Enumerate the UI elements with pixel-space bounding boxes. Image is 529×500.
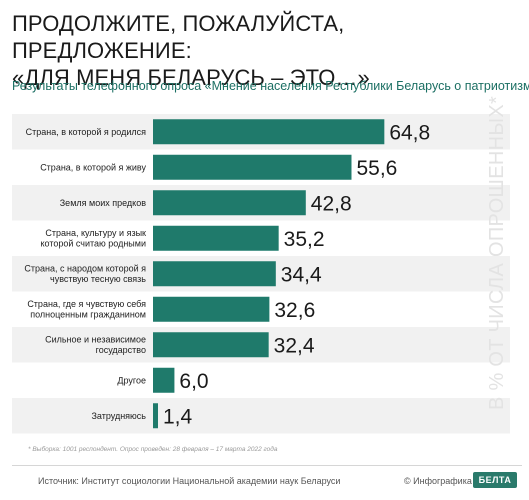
chart-title-line-1: ПРОДОЛЖИТЕ, ПОЖАЛУЙСТА, ПРЕДЛОЖЕНИЕ: xyxy=(12,11,345,63)
category-label: Страна, в которой я живу xyxy=(40,162,146,172)
bar xyxy=(153,296,270,322)
category-label: Земля моих предков xyxy=(60,198,146,208)
chart-title: ПРОДОЛЖИТЕ, ПОЖАЛУЙСТА, ПРЕДЛОЖЕНИЕ: «ДЛ… xyxy=(12,10,522,91)
category-label: Затрудняюсь xyxy=(91,411,146,421)
category-label: Другое xyxy=(117,375,146,385)
bar xyxy=(153,154,352,180)
bar xyxy=(153,190,306,216)
category-label: Сильное и независимое государство xyxy=(45,335,146,356)
category-label: Страна, в которой я родился xyxy=(26,127,147,137)
category-label: Страна, где я чувствую себя полноценным г… xyxy=(27,299,146,320)
copyright-text: © Инфографика xyxy=(404,476,472,486)
bar xyxy=(153,332,269,358)
category-label: Страна, культуру и язык которой считаю ро… xyxy=(40,228,146,249)
row-stripe xyxy=(12,398,510,434)
bar xyxy=(153,261,276,287)
bar xyxy=(153,119,385,145)
chart-subtitle: Результаты телефонного опроса «Мнение на… xyxy=(12,79,529,93)
value-label: 32,4 xyxy=(274,334,315,357)
value-label: 34,4 xyxy=(281,263,322,286)
value-label: 1,4 xyxy=(163,405,193,428)
category-label: Страна, с народом которой я чувствую тесн… xyxy=(24,264,146,285)
value-label: 64,8 xyxy=(389,121,430,144)
footnote: * Выборка: 1001 респондент. Опрос провед… xyxy=(28,446,278,453)
value-label: 42,8 xyxy=(311,192,352,215)
belta-logo: БЕЛТА xyxy=(473,472,517,488)
unit-label: В % ОТ ЧИСЛА ОПРОШЕННЫХ* xyxy=(486,95,508,410)
value-label: 32,6 xyxy=(274,299,315,322)
chart-title-line-2: «ДЛЯ МЕНЯ БЕЛАРУСЬ – ЭТО…» xyxy=(12,65,370,90)
bar xyxy=(153,367,175,393)
value-label: 35,2 xyxy=(284,228,325,251)
bar xyxy=(153,225,279,251)
value-label: 6,0 xyxy=(179,370,208,393)
source-text: Источник: Институт социологии Национальн… xyxy=(38,476,341,486)
footer-divider xyxy=(12,465,522,466)
bar xyxy=(153,403,158,429)
value-label: 55,6 xyxy=(356,157,397,180)
bar-chart: Страна, в которой я родился 64,8 Страна, в… xyxy=(12,114,510,434)
